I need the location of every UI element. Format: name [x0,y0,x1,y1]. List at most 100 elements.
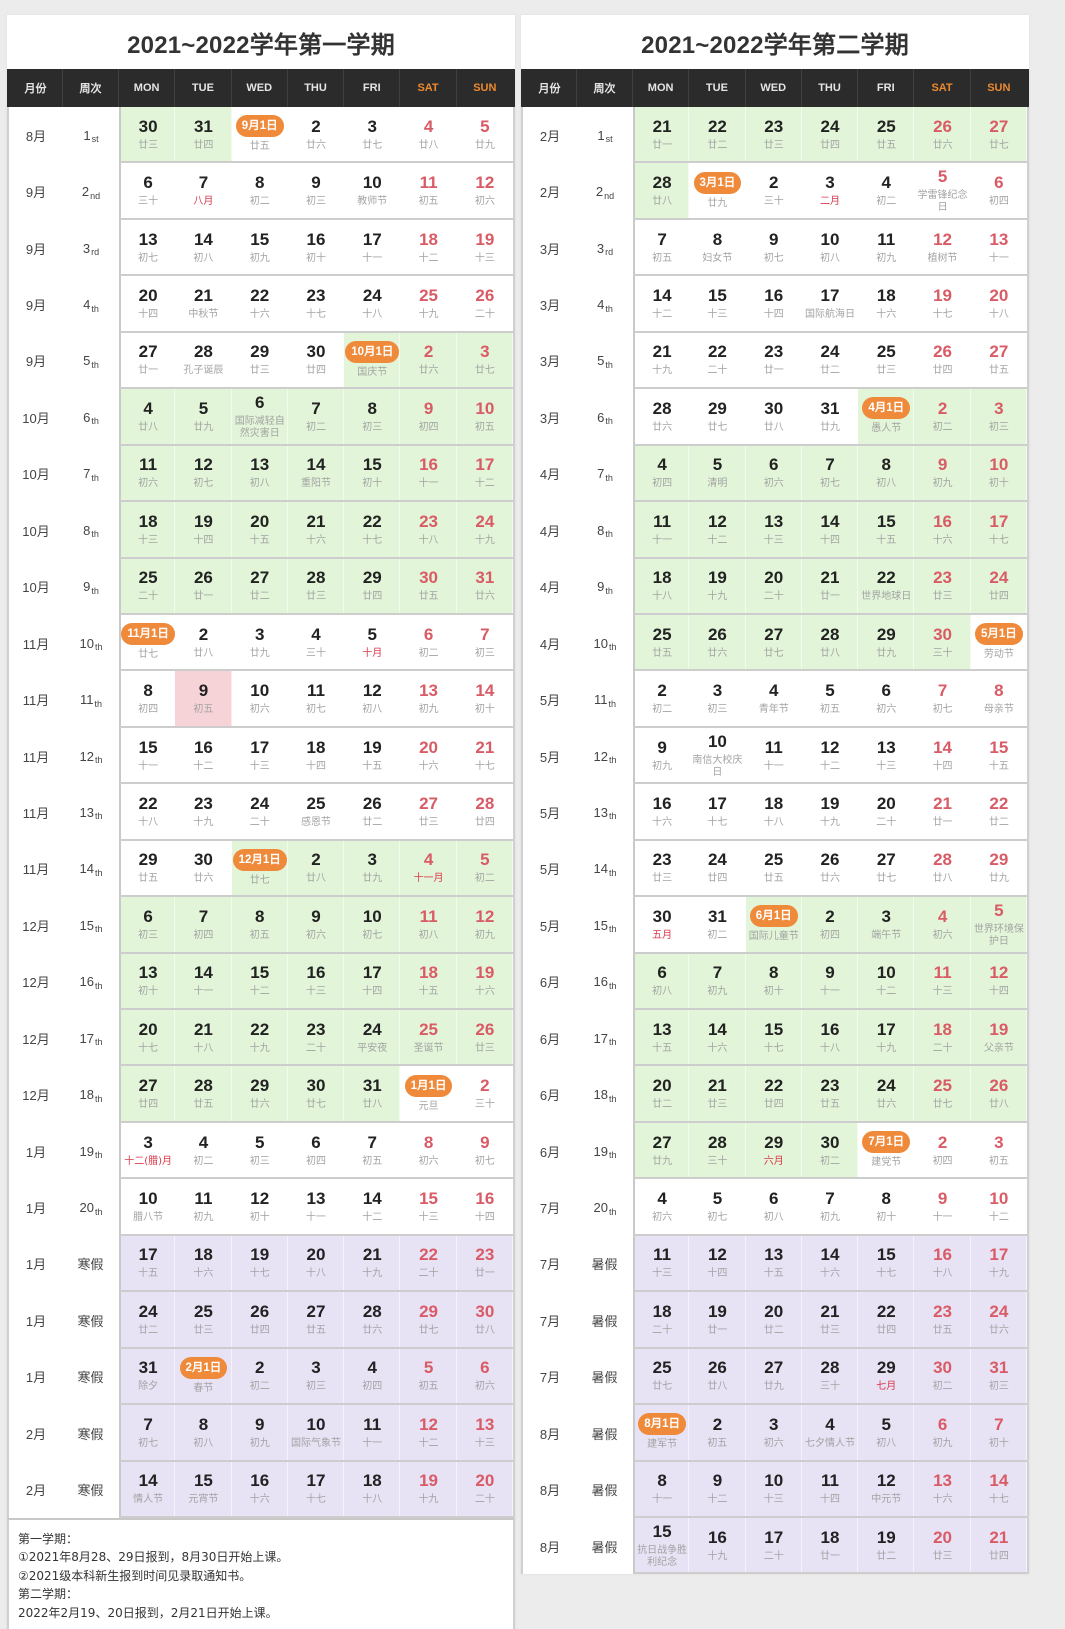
month-label: 7月 [523,1179,577,1236]
lunar-date-label: 十四 [305,760,326,772]
day-cell: 10 十三 [745,1461,802,1518]
day-cell: 27 廿九 [745,1348,802,1406]
lunar-date-label: 初五 [474,421,495,433]
week-ordinal-suffix: th [605,585,613,596]
week-number: 3 [82,240,91,256]
day-number: 9 [657,737,667,757]
day-number: 13 [876,737,896,757]
lunar-date-label: 廿四 [474,816,495,828]
lunar-date-label: 初八 [418,929,439,941]
day-number: 7 [657,229,667,249]
week-ordinal-suffix: th [608,1150,617,1161]
day-number: 24 [362,286,382,306]
day-cell: 22 世界地球日 [858,558,915,615]
lunar-date-label: 初十 [474,704,495,716]
day-cell: 24 平安夜 [344,1010,401,1067]
day-number: 8 [768,963,779,983]
lunar-date-label: 二十 [418,1268,439,1280]
note-line: ①2021年8月28、29日报到，8月30日开始上课。 [18,1550,289,1565]
day-number: 11 [653,1245,672,1265]
day-cell: 25 二十 [119,558,176,615]
lunar-date-label: 情人节 [133,1494,164,1506]
lunar-date-label: 初九 [932,1437,953,1449]
day-number: 10 [707,731,727,751]
day-number: 15 [138,737,158,757]
day-cell: 23 廿三 [633,840,690,898]
day-number: 23 [306,1019,326,1039]
day-cell: 22 十九 [231,1010,288,1067]
day-cell: 8 妇女节 [689,219,746,277]
day-number: 28 [193,1076,213,1096]
lunar-date-label: 廿二 [249,591,270,603]
lunar-date-label: 廿七 [932,1099,953,1111]
lunar-date-label: 廿八 [193,647,214,659]
lunar-date-label: 廿四 [249,1324,270,1336]
day-cell: 27 廿五 [970,332,1027,390]
lunar-date-label: 初六 [418,1155,439,1167]
day-cell: 3 初三 [287,1348,345,1406]
day-cell: 27 廿七 [745,614,802,672]
day-cell: 27 廿四 [119,1066,176,1123]
lunar-date-label: 十一 [652,1494,673,1506]
day-cell: 11 初七 [287,671,345,728]
day-number: 21 [652,116,672,136]
lunar-date-label: 初六 [474,1381,495,1393]
lunar-date-label: 初二 [305,421,326,433]
day-number: 3月1日 [693,171,742,194]
lunar-date-label: 廿二 [138,1324,159,1336]
month-label: 4月 [523,445,577,503]
day-number: 10 [250,681,270,701]
day-number: 23 [306,286,326,306]
day-number: 17 [989,511,1009,531]
lunar-date-label: 除夕 [138,1381,159,1393]
week-number: 20 [593,1200,608,1216]
day-cell: 3 初六 [745,1405,802,1462]
day-cell: 4 青年节 [745,671,802,728]
lunar-date-label: 初六 [763,1437,784,1449]
lunar-date-label: 廿一 [763,365,784,377]
lunar-date-label: 初五 [418,1381,439,1393]
day-number: 15 [250,229,270,249]
day-cell: 19 十七 [231,1235,288,1293]
day-number: 9 [311,906,321,926]
month-label: 1月 [9,1179,63,1236]
day-cell: 21 廿一 [633,107,690,164]
day-number: 26 [933,116,953,136]
day-number: 18 [362,1471,382,1491]
lunar-date-label: 廿七 [418,1324,439,1336]
day-cell: 24 十九 [456,502,513,559]
week-row: 2月 寒假 14 情人节 15 元宵节 16 [9,1461,513,1518]
day-number: 26 [475,1019,495,1039]
day-number: 12月1日 [232,848,287,871]
lunar-date-label: 廿三 [763,139,784,151]
day-cell: 26 廿二 [344,784,401,841]
day-number: 25 [419,1019,439,1039]
day-cell: 17 二十 [745,1517,802,1575]
day-number: 24 [138,1301,158,1321]
day-number: 7 [825,455,835,475]
day-cell: 8 初八 [175,1405,232,1462]
lunar-date-label: 十一 [932,1212,953,1224]
day-cell: 29 廿七 [400,1292,457,1349]
lunar-date-label: 父亲节 [983,1042,1014,1054]
lunar-date-label: 十一 [418,478,439,490]
lunar-date-label: 初七 [138,1437,159,1449]
day-cell: 6 三十 [119,163,176,220]
lunar-date-label: 初二 [418,647,439,659]
week-ordinal-suffix: th [91,585,99,596]
week-number: 9 [597,579,605,595]
note-line: 第一学期： [18,1531,79,1546]
day-number: 4月1日 [862,397,911,420]
week-number: 13 [79,804,94,820]
week-label: 暑假 [577,1461,633,1518]
day-number: 8 [994,681,1004,701]
day-number: 23 [419,511,439,531]
